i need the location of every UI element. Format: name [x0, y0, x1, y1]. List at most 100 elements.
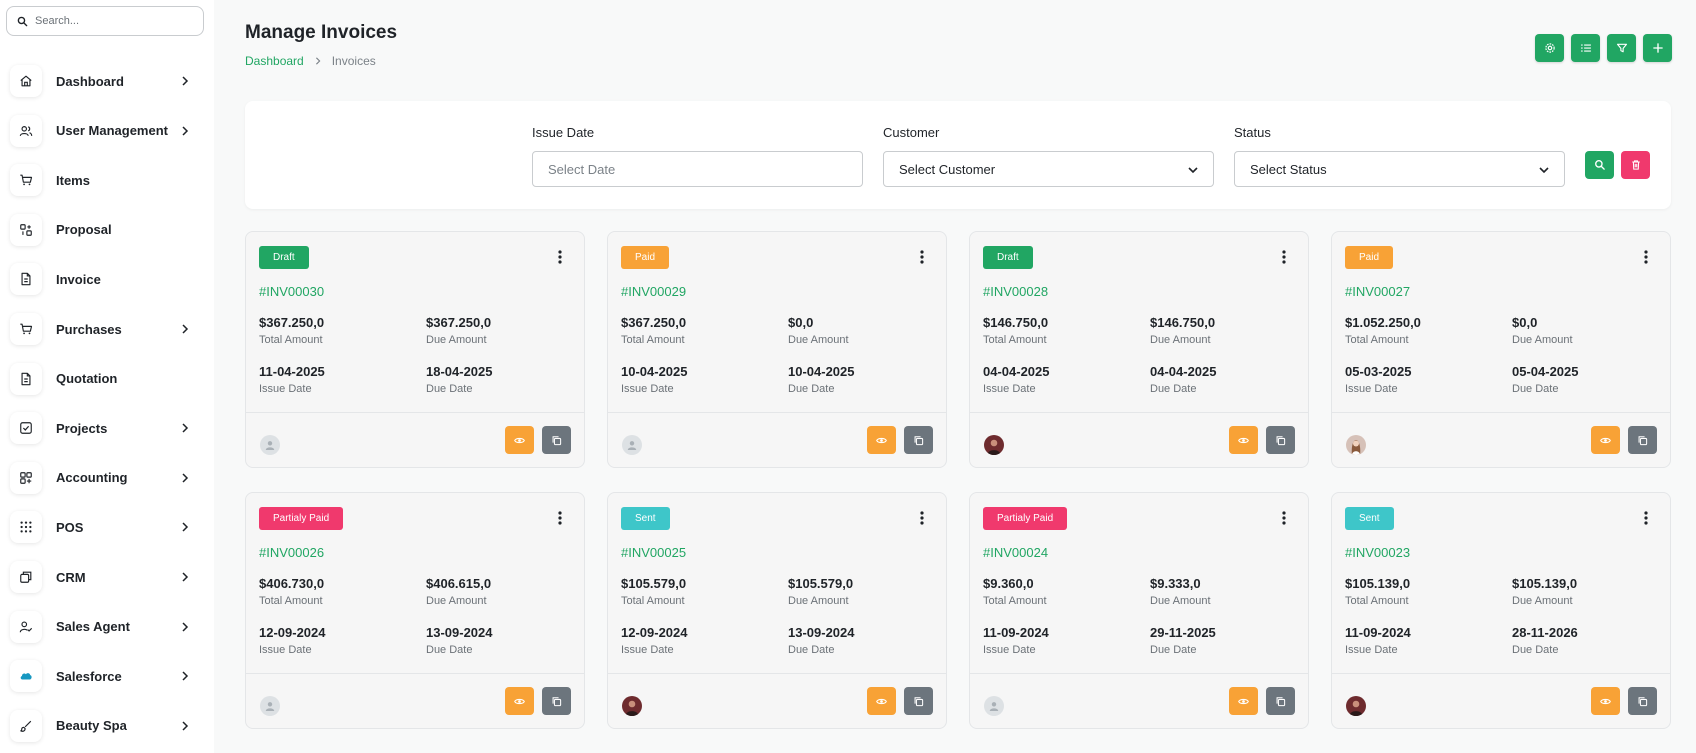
- copy-icon: [914, 696, 924, 706]
- more-options-icon[interactable]: [1636, 508, 1656, 528]
- view-invoice-button[interactable]: [1591, 426, 1620, 454]
- card-divider: [246, 412, 584, 413]
- reset-filter-button[interactable]: [1621, 151, 1650, 179]
- duplicate-invoice-button[interactable]: [542, 687, 571, 715]
- duplicate-invoice-button[interactable]: [542, 426, 571, 454]
- card-divider: [970, 412, 1308, 413]
- more-options-icon[interactable]: [912, 508, 932, 528]
- duplicate-invoice-button[interactable]: [1628, 687, 1657, 715]
- view-invoice-button[interactable]: [505, 426, 534, 454]
- sidebar-item-beauty-spa[interactable]: Beauty Spa: [10, 709, 204, 743]
- duplicate-invoice-button[interactable]: [1266, 687, 1295, 715]
- sidebar-item-quotation[interactable]: Quotation: [10, 362, 204, 396]
- search-input[interactable]: [35, 15, 195, 27]
- more-options-icon[interactable]: [1636, 247, 1656, 267]
- due-amount-label: Due Amount: [1512, 595, 1573, 607]
- due-amount-value: $105.139,0: [1512, 576, 1578, 591]
- eye-icon: [514, 698, 525, 704]
- list-icon: [1580, 44, 1591, 52]
- invoice-number-link[interactable]: #INV00026: [259, 545, 325, 560]
- invoice-number-link[interactable]: #INV00024: [983, 545, 1049, 560]
- total-amount-label: Total Amount: [1345, 334, 1409, 346]
- customer-select-value: Select Customer: [899, 161, 996, 177]
- sidebar-item-invoice[interactable]: Invoice: [10, 262, 204, 296]
- view-invoice-button[interactable]: [505, 687, 534, 715]
- total-amount-label: Total Amount: [259, 334, 323, 346]
- view-invoice-button[interactable]: [1229, 426, 1258, 454]
- eye-icon: [1238, 437, 1249, 443]
- issue-date-placeholder: Select Date: [548, 161, 616, 177]
- card-divider: [608, 412, 946, 413]
- sidebar-item-user-management[interactable]: User Management: [10, 114, 204, 148]
- filter-button[interactable]: [1607, 34, 1636, 62]
- view-invoice-button[interactable]: [1591, 687, 1620, 715]
- checkbox-icon: [10, 412, 42, 445]
- breadcrumb-dashboard-link[interactable]: Dashboard: [245, 54, 304, 68]
- chevron-right-icon: [182, 423, 189, 433]
- invoice-card: Paid #INV00029 $367.250,0 Total Amount $0,0 D…: [607, 231, 947, 468]
- sidebar-item-sales-agent[interactable]: Sales Agent: [10, 610, 204, 644]
- due-amount-value: $406.615,0: [426, 576, 492, 591]
- duplicate-invoice-button[interactable]: [1266, 426, 1295, 454]
- due-date-label: Due Date: [788, 644, 835, 656]
- list-view-button[interactable]: [1571, 34, 1600, 62]
- page-title: Manage Invoices: [245, 22, 398, 43]
- avatar: [622, 696, 642, 716]
- sidebar-item-accounting[interactable]: Accounting: [10, 461, 204, 495]
- chevron-right-icon: [182, 522, 189, 532]
- search-box[interactable]: [6, 6, 204, 36]
- customer-select[interactable]: Select Customer: [883, 151, 1214, 187]
- more-options-icon[interactable]: [912, 247, 932, 267]
- due-amount-value: $146.750,0: [1150, 315, 1216, 330]
- sidebar-item-proposal[interactable]: Proposal: [10, 213, 204, 247]
- due-date-value: 04-04-2025: [1150, 364, 1217, 379]
- status-badge: Sent: [1345, 507, 1394, 530]
- view-invoice-button[interactable]: [867, 426, 896, 454]
- sidebar-item-label: Beauty Spa: [56, 718, 127, 734]
- user-check-icon: [10, 610, 42, 643]
- settings-button[interactable]: [1535, 34, 1564, 62]
- search-icon: [17, 16, 28, 26]
- invoice-number-link[interactable]: #INV00030: [259, 284, 325, 299]
- due-date-label: Due Date: [426, 644, 473, 656]
- file-icon: [10, 362, 42, 395]
- more-options-icon[interactable]: [1274, 508, 1294, 528]
- customer-label: Customer: [883, 125, 940, 140]
- view-invoice-button[interactable]: [1229, 687, 1258, 715]
- duplicate-invoice-button[interactable]: [904, 687, 933, 715]
- sidebar-item-label: Sales Agent: [56, 619, 130, 635]
- sidebar-item-crm[interactable]: CRM: [10, 560, 204, 594]
- chevron-right-icon: [182, 126, 189, 136]
- sidebar-item-projects[interactable]: Projects: [10, 411, 204, 445]
- issue-date-value: 05-03-2025: [1345, 364, 1412, 379]
- sidebar-item-dashboard[interactable]: Dashboard: [10, 64, 204, 98]
- due-date-label: Due Date: [788, 383, 835, 395]
- more-options-icon[interactable]: [550, 247, 570, 267]
- view-invoice-button[interactable]: [867, 687, 896, 715]
- due-amount-label: Due Amount: [1512, 334, 1573, 346]
- apply-filter-button[interactable]: [1585, 151, 1614, 179]
- invoice-number-link[interactable]: #INV00029: [621, 284, 687, 299]
- invoice-number-link[interactable]: #INV00027: [1345, 284, 1411, 299]
- home-icon: [10, 65, 42, 97]
- add-invoice-button[interactable]: [1643, 34, 1672, 62]
- more-options-icon[interactable]: [550, 508, 570, 528]
- duplicate-invoice-button[interactable]: [1628, 426, 1657, 454]
- invoice-number-link[interactable]: #INV00028: [983, 284, 1049, 299]
- sidebar-item-salesforce[interactable]: Salesforce: [10, 659, 204, 693]
- sidebar-item-purchases[interactable]: Purchases: [10, 312, 204, 346]
- chevron-right-icon: [182, 473, 189, 483]
- sidebar-item-items[interactable]: Items: [10, 163, 204, 197]
- invoice-number-link[interactable]: #INV00023: [1345, 545, 1411, 560]
- total-amount-label: Total Amount: [621, 334, 685, 346]
- status-select[interactable]: Select Status: [1234, 151, 1565, 187]
- more-options-icon[interactable]: [1274, 247, 1294, 267]
- due-date-value: 13-09-2024: [788, 625, 855, 640]
- sidebar-item-pos[interactable]: POS: [10, 510, 204, 544]
- avatar: [984, 696, 1004, 716]
- status-badge: Partialy Paid: [983, 507, 1068, 530]
- status-badge: Draft: [259, 246, 309, 269]
- duplicate-invoice-button[interactable]: [904, 426, 933, 454]
- issue-date-input[interactable]: Select Date: [532, 151, 863, 187]
- invoice-number-link[interactable]: #INV00025: [621, 545, 687, 560]
